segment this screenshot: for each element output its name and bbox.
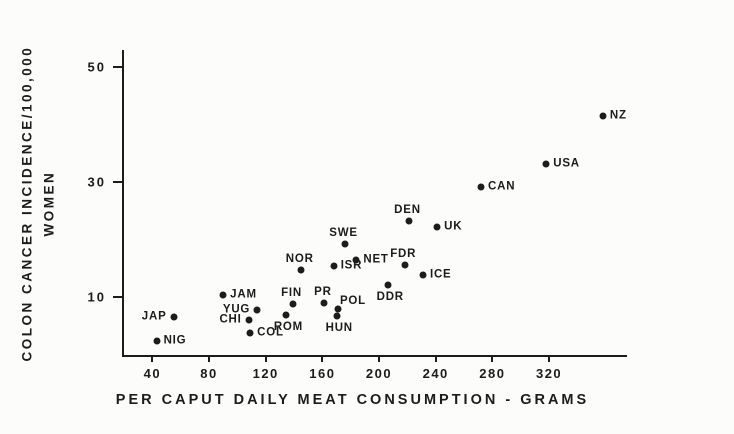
point-label-ice: ICE [429, 268, 452, 281]
data-point-den [405, 217, 413, 225]
point-label-fin: FIN [281, 286, 303, 299]
point-label-hun: HUN [325, 321, 353, 334]
data-point-ddr [384, 281, 392, 289]
data-point-nig [153, 337, 161, 345]
point-label-yug: YUG [222, 303, 251, 316]
point-label-usa: USA [553, 157, 580, 170]
y-tick-label-30: 30 [87, 174, 106, 190]
data-point-can [477, 183, 485, 191]
point-label-can: CAN [488, 180, 516, 193]
x-tick-label-80: 80 [200, 366, 218, 381]
data-point-ice [419, 271, 427, 279]
x-tick-label-200: 200 [365, 366, 393, 381]
point-label-col: COL [257, 326, 284, 339]
point-label-ddr: DDR [376, 290, 404, 303]
y-tick-30 [113, 181, 122, 184]
point-label-chi: CHI [219, 313, 242, 326]
x-tick-80 [208, 355, 210, 362]
y-tick-50 [113, 66, 122, 69]
data-point-pr [320, 299, 328, 307]
x-axis-title: PER CAPUT DAILY MEAT CONSUMPTION - GRAMS [115, 392, 590, 408]
point-label-rom: ROM [273, 320, 304, 333]
data-point-fdr [401, 261, 409, 269]
y-tick-10 [113, 296, 122, 299]
plot-area: 40 80 120 160 200 240 280 320 10 30 50 NIG JAP JAM CHI… [88, 50, 627, 381]
y-axis-title-line2: WOMEN [41, 170, 56, 237]
data-point-pol [334, 305, 342, 313]
x-tick-280 [491, 355, 494, 362]
x-tick-240 [434, 355, 437, 362]
point-label-jam: JAM [230, 287, 257, 300]
point-label-uk: UK [444, 220, 463, 233]
point-label-net: NET [363, 253, 389, 266]
x-tick-160 [321, 355, 324, 362]
x-tick-label-320: 320 [535, 366, 563, 381]
data-point-fin [289, 300, 297, 308]
x-tick-label-160: 160 [309, 366, 336, 381]
data-point-nz [599, 112, 607, 120]
data-point-swe [341, 240, 349, 248]
data-point-rom [282, 311, 290, 319]
point-label-nor: NOR [285, 253, 314, 266]
point-label-swe: SWE [329, 226, 358, 239]
y-tick-label-50: 50 [87, 59, 106, 75]
x-tick-label-40: 40 [143, 366, 162, 381]
data-point-jap [170, 313, 178, 321]
point-label-pr: PR [314, 285, 332, 298]
x-tick-label-280: 280 [479, 366, 506, 381]
data-point-col [246, 329, 254, 337]
y-axis-title-line1: COLON CANCER INCIDENCE/100,000 [19, 45, 35, 362]
x-tick-200 [378, 355, 381, 362]
point-label-nz: NZ [609, 109, 627, 122]
x-tick-label-120: 120 [252, 366, 279, 381]
x-tick-320 [548, 355, 551, 362]
x-tick-120 [264, 355, 267, 362]
point-label-jap: JAP [141, 310, 167, 323]
data-point-isr [330, 262, 338, 270]
data-point-nor [297, 266, 305, 274]
data-point-usa [542, 160, 550, 168]
y-axis-title: COLON CANCER INCIDENCE/100,000 WOMEN [8, 46, 68, 362]
data-point-uk [433, 223, 441, 231]
point-label-pol: POL [339, 294, 366, 307]
point-label-fdr: FDR [390, 247, 417, 260]
data-point-yug [253, 306, 261, 314]
y-tick-label-10: 10 [87, 289, 106, 305]
data-point-jam [219, 291, 227, 299]
x-tick-label-240: 240 [422, 366, 449, 381]
data-point-hun [333, 312, 341, 320]
point-label-nig: NIG [163, 334, 187, 347]
data-point-net [352, 256, 360, 264]
data-point-chi [245, 316, 253, 324]
x-tick-40 [151, 355, 154, 362]
point-label-den: DEN [394, 204, 421, 217]
